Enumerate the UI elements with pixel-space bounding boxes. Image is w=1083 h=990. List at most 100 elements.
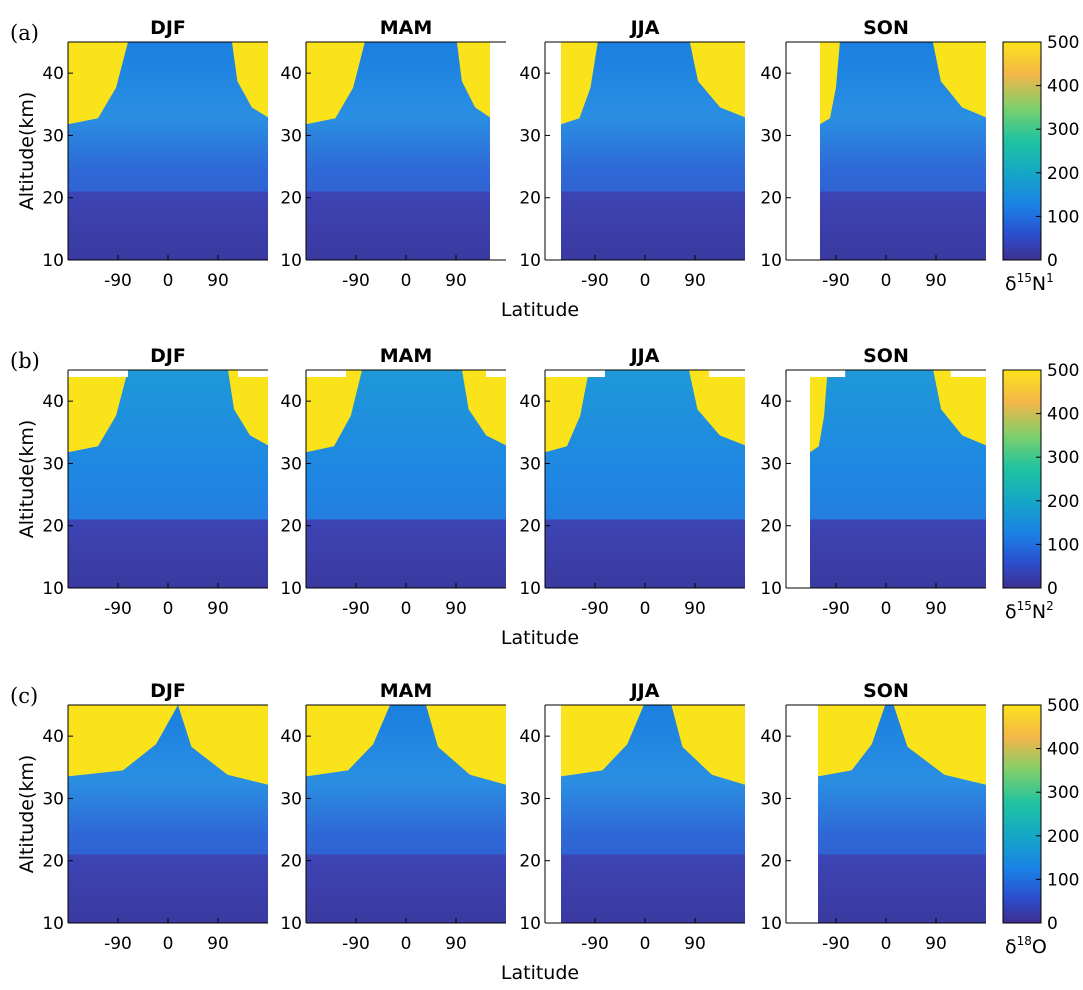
heatmap-high-region [818,705,886,777]
panel-letter: (a) [10,21,39,45]
y-tick-label: 20 [42,517,64,537]
x-tick-label: 0 [163,934,174,954]
y-tick-label: 10 [519,914,541,934]
x-tick-label: 90 [925,934,947,954]
panel-son: 40 30 20 10 -90 0 90 SON [760,680,986,954]
panel-mam: 40 30 20 10 -90 0 90 MAM [280,17,506,291]
y-tick-label: 40 [519,727,541,747]
panel-son: 40 30 20 10 -90 0 90 SON [760,345,986,619]
panel-mam: 40 30 20 10 -90 0 90 MAM [280,680,506,954]
y-tick-label: 40 [760,727,782,747]
colorbar-tick-label: 300 [1047,448,1079,468]
colorbar-tick-label: 400 [1047,740,1079,760]
season-title: DJF [150,680,186,702]
y-axis-label: Altitude(km) [16,755,38,874]
x-tick-label: 90 [684,271,706,291]
heatmap-high-region [68,42,128,125]
colorbar-label-part: 15 [1017,599,1032,613]
x-tick-label: 90 [207,934,229,954]
missing-data [68,370,128,377]
colorbar-tick-label: 200 [1047,164,1079,184]
heatmap-low-band [818,854,986,923]
x-tick-label: 0 [640,599,651,619]
heatmap-high-region [462,370,506,446]
y-tick-label: 40 [760,64,782,84]
colorbar-label-part: δ [1005,601,1017,623]
panel-djf: 40 30 20 10 -90 0 90 DJF [42,17,268,291]
x-tick-label: 90 [445,934,467,954]
colorbar-label-part: 2 [1046,599,1054,613]
y-tick-label: 20 [519,517,541,537]
heatmap-high-region [810,370,828,453]
heatmap-low-band [820,191,986,260]
y-tick-label: 10 [760,579,782,599]
y-tick-label: 10 [519,579,541,599]
y-tick-label: 40 [519,64,541,84]
y-tick-label: 10 [760,251,782,271]
x-tick-label: 0 [163,271,174,291]
y-tick-label: 40 [42,392,64,412]
y-tick-label: 20 [760,852,782,872]
y-tick-label: 20 [280,189,302,209]
y-tick-label: 20 [42,852,64,872]
colorbar-ramp [1002,704,1042,924]
y-tick-label: 30 [280,454,302,474]
x-tick-label: -90 [342,599,370,619]
y-tick-label: 40 [42,64,64,84]
heatmap-high-region [820,42,840,125]
y-tick-label: 40 [280,392,302,412]
x-tick-label: -90 [104,934,132,954]
heatmap-high-region [893,705,986,785]
colorbar-label-part: δ [1005,936,1017,958]
heatmap-high-region [68,370,128,453]
x-tick-label: 90 [684,599,706,619]
season-title: JJA [629,345,660,367]
heatmap-high-region [306,42,365,125]
colorbar-tick-label: 200 [1047,492,1079,512]
y-tick-label: 30 [519,126,541,146]
panel-son: 40 30 20 10 -90 0 90 SON [760,17,986,291]
missing-data [486,370,506,377]
colorbar-tick-label: 500 [1047,33,1079,53]
y-tick-label: 30 [280,789,302,809]
y-tick-label: 10 [519,251,541,271]
x-tick-label: 0 [401,271,412,291]
missing-data [810,370,846,377]
x-tick-label: -90 [342,934,370,954]
y-tick-label: 20 [280,517,302,537]
y-axis-label: Altitude(km) [16,92,38,211]
missing-data [306,370,346,377]
heatmap-high-region [689,370,745,446]
x-tick-label: 0 [640,934,651,954]
heatmap-low-band [810,519,986,588]
panel-mam: 40 30 20 10 -90 0 90 MAM [280,345,506,619]
y-tick-label: 30 [760,126,782,146]
heatmap-high-region [426,705,506,785]
colorbar-label: δ15N2 [1005,599,1054,623]
panel-letter: (c) [10,684,38,708]
colorbar-label: δ15N1 [1005,271,1054,295]
colorbar-tick-label: 0 [1047,914,1058,934]
y-tick-label: 40 [42,727,64,747]
missing-data [709,370,745,377]
colorbar-tick-label: 100 [1047,535,1079,555]
x-tick-label: -90 [581,271,609,291]
panel-djf: 40 30 20 10 -90 0 90 DJF [42,345,268,619]
x-tick-label: -90 [822,271,850,291]
x-tick-label: 90 [207,271,229,291]
season-title: MAM [380,345,433,367]
heatmap-low-band [306,519,506,588]
x-tick-label: 90 [445,271,467,291]
colorbar-tick-label: 400 [1047,405,1079,425]
colorbar-tick-label: 300 [1047,120,1079,140]
y-tick-label: 20 [519,852,541,872]
y-tick-label: 20 [280,852,302,872]
colorbar-label-part: O [1032,936,1047,958]
season-title: DJF [150,17,186,39]
season-title: DJF [150,345,186,367]
panel-jja: 40 30 20 10 -90 0 90 JJA [519,680,745,954]
heatmap-high-region [561,42,598,125]
colorbar-label-part: N [1032,273,1046,295]
y-tick-label: 10 [280,579,302,599]
